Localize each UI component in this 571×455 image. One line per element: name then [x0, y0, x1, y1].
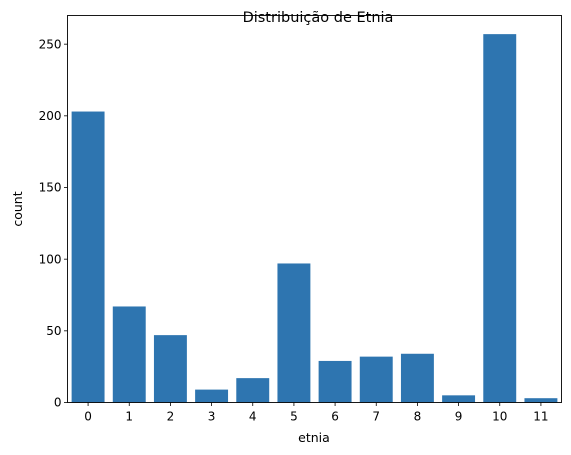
bar-3 [195, 389, 229, 403]
plot-frame [67, 15, 562, 403]
x-tick-label: 10 [492, 410, 507, 424]
y-axis: 0 50 100 150 200 250 [39, 37, 68, 410]
bar-2 [153, 335, 187, 403]
x-tick-label: 4 [249, 410, 257, 424]
x-tick-label: 2 [167, 410, 175, 424]
x-tick-label: 9 [455, 410, 463, 424]
bar-8 [400, 353, 434, 403]
x-axis-label: etnia [298, 430, 330, 445]
x-tick-label: 0 [84, 410, 92, 424]
y-tick-label: 250 [39, 37, 62, 51]
bar-6 [318, 360, 352, 403]
chart-title: Distribuição de Etnia [243, 10, 394, 26]
bars [71, 34, 558, 403]
x-axis: 0 1 2 3 4 5 6 7 8 9 10 11 [84, 402, 549, 424]
x-tick-label: 8 [414, 410, 422, 424]
bar-10 [483, 34, 517, 403]
y-tick-label: 0 [54, 396, 62, 410]
bar-11 [524, 398, 558, 403]
bar-7 [359, 356, 393, 403]
bar-0 [71, 111, 105, 403]
x-tick-label: 5 [290, 410, 298, 424]
bar-9 [442, 395, 476, 403]
x-tick-label: 1 [125, 410, 133, 424]
x-tick-label: 6 [331, 410, 339, 424]
y-tick-label: 150 [39, 181, 62, 195]
bar-5 [277, 263, 311, 403]
y-axis-label: count [10, 191, 25, 226]
x-tick-label: 7 [372, 410, 380, 424]
y-tick-label: 200 [39, 109, 62, 123]
bar-4 [236, 378, 270, 403]
x-tick-label: 11 [533, 410, 548, 424]
y-tick-label: 100 [39, 252, 62, 266]
bar-1 [112, 306, 146, 403]
x-tick-label: 3 [208, 410, 216, 424]
y-tick-label: 50 [46, 324, 61, 338]
